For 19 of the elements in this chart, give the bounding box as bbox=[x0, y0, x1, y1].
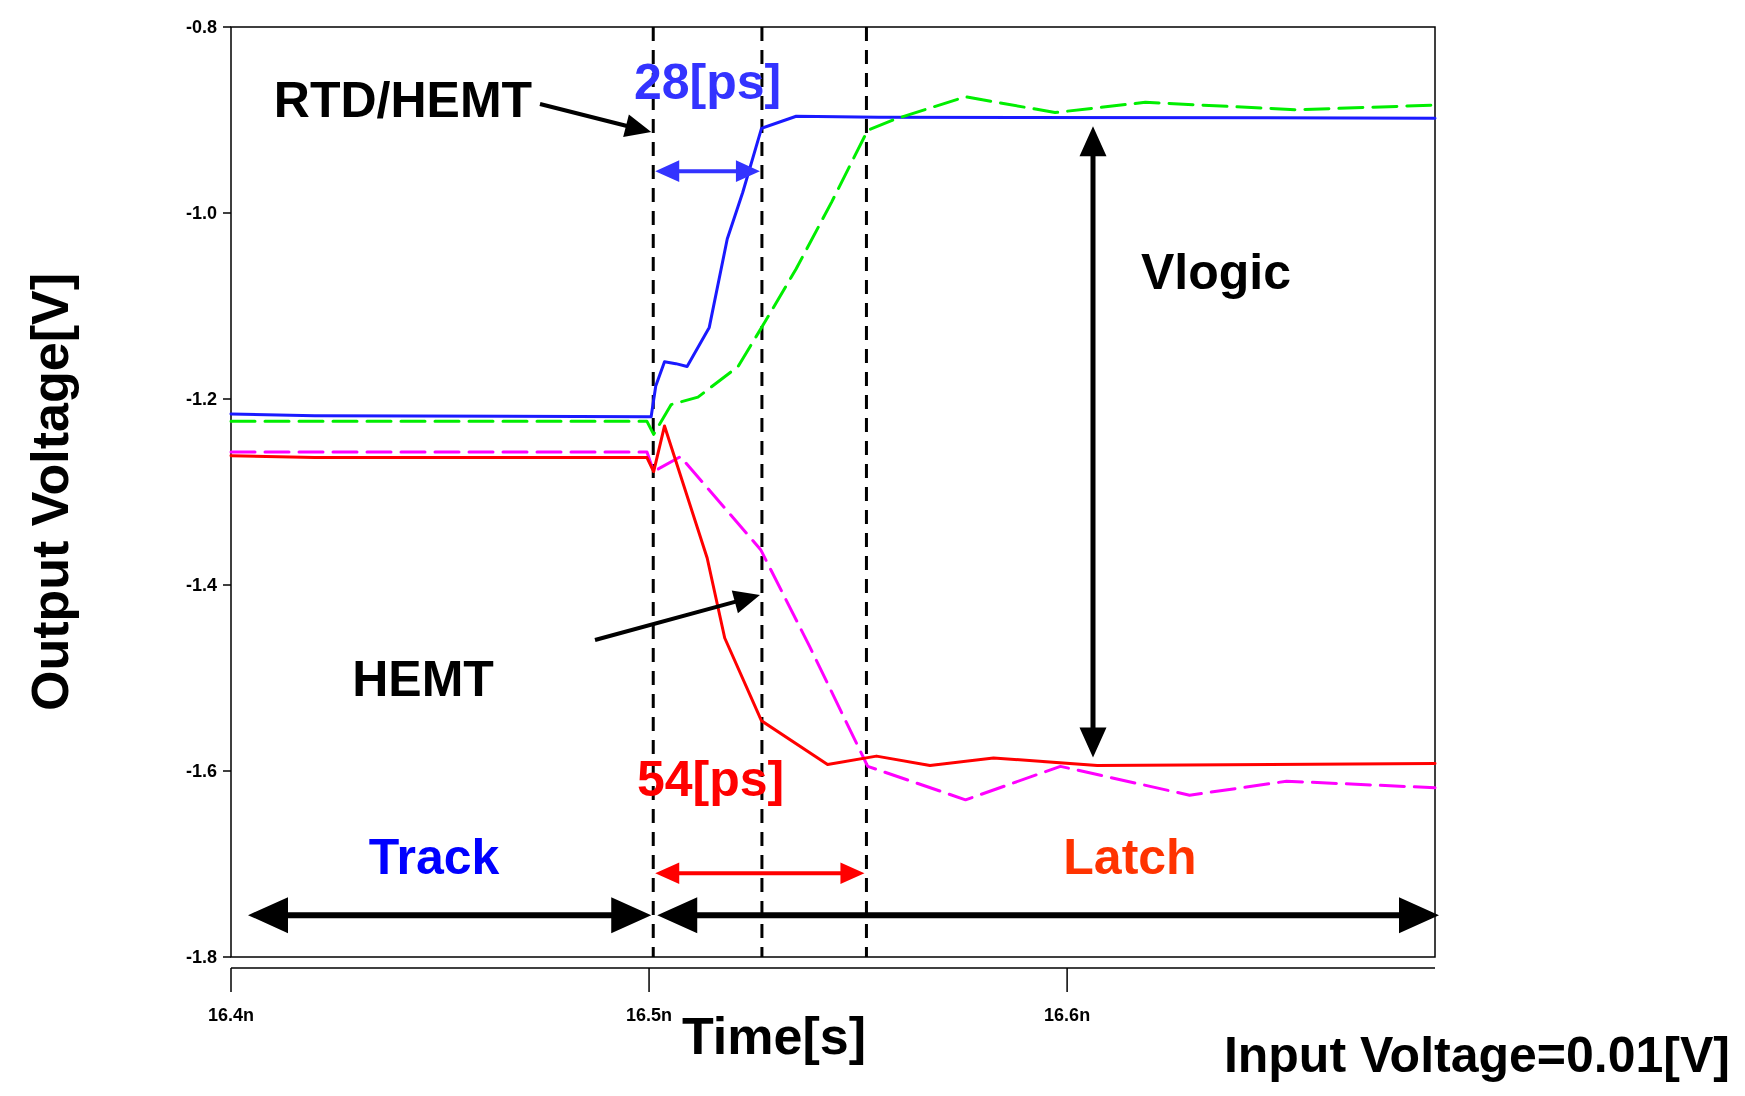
x-tick-label: 16.5n bbox=[626, 1005, 673, 1025]
text: Input Voltage=0.01[V] bbox=[1223, 1026, 1730, 1083]
x-tick-label: 16.6n bbox=[1044, 1005, 1091, 1025]
y-tick-label: -1.0 bbox=[185, 203, 217, 224]
y-tick-label: -1.4 bbox=[185, 575, 217, 596]
x-axis-title: Time[s] bbox=[682, 1007, 866, 1065]
annotation: 28[ps] bbox=[633, 53, 782, 110]
annotation: 54[ps] bbox=[636, 750, 785, 807]
y-tick-label: -1.6 bbox=[185, 761, 217, 782]
annotation: RTD/HEMT bbox=[273, 71, 533, 128]
x-tick-label: 16.4n bbox=[207, 1005, 255, 1025]
annotation: Track bbox=[368, 828, 500, 885]
y-tick-label: -0.8 bbox=[185, 17, 217, 38]
annotation: Vlogic bbox=[1140, 243, 1292, 300]
annotation: HEMT bbox=[352, 650, 494, 707]
y-axis-title: Output Voltage[V] bbox=[21, 272, 80, 712]
annotation: Latch bbox=[1063, 828, 1197, 885]
y-tick-label: -1.2 bbox=[185, 389, 217, 410]
y-tick-label: -1.8 bbox=[185, 947, 217, 968]
